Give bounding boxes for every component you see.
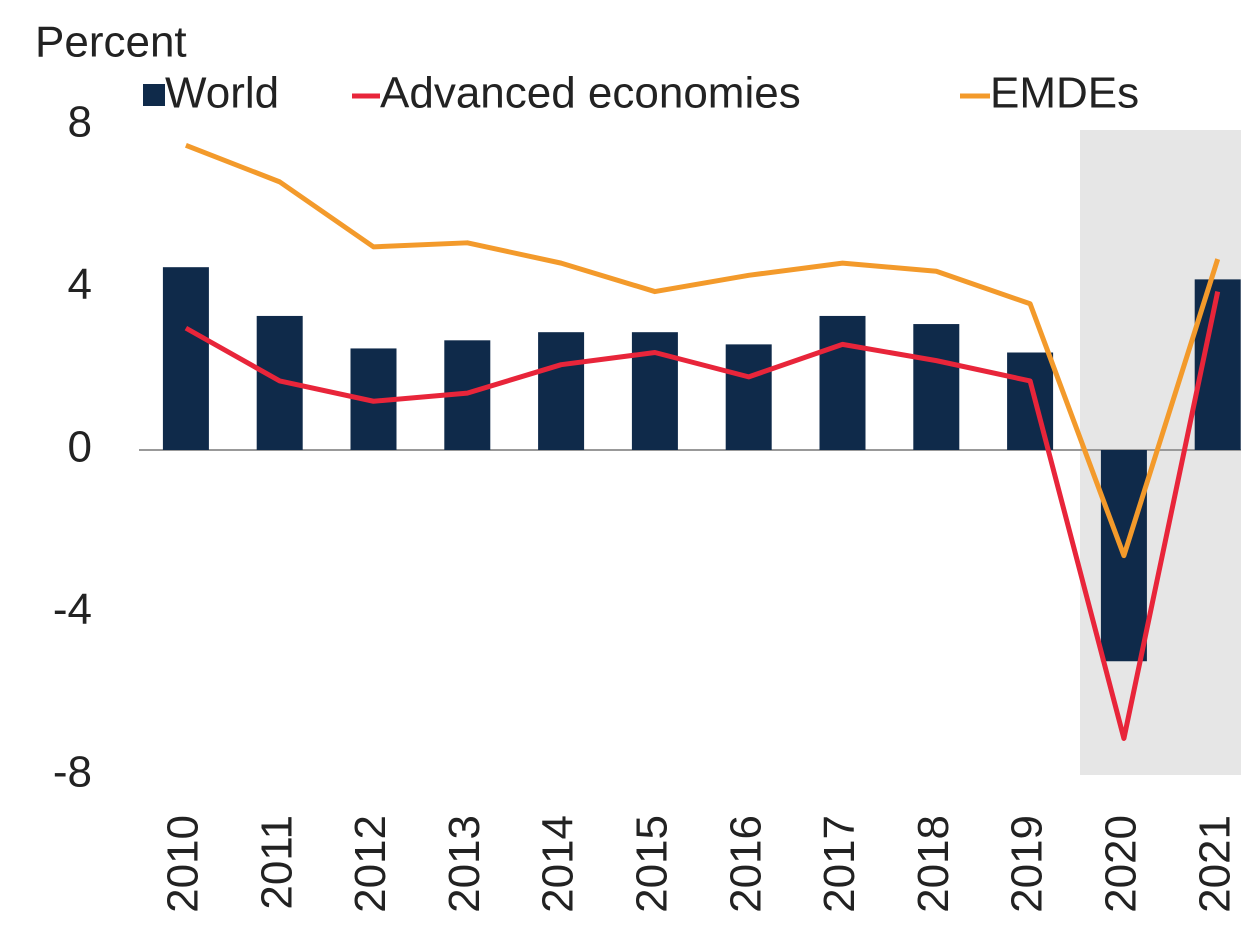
bar bbox=[631, 332, 678, 450]
legend-swatch bbox=[143, 84, 165, 106]
y-tick-label: -8 bbox=[53, 748, 92, 797]
x-tick-label: 2010 bbox=[159, 815, 208, 913]
y-tick-label: -4 bbox=[53, 585, 92, 634]
x-tick-label: 2021 bbox=[1190, 815, 1239, 913]
x-tick-label: 2015 bbox=[628, 815, 677, 913]
y-tick-label: 8 bbox=[68, 98, 92, 147]
x-tick-label: 2016 bbox=[721, 815, 770, 913]
line bbox=[184, 291, 1221, 741]
x-tick-label: 2018 bbox=[909, 815, 958, 913]
y-tick-label: 4 bbox=[68, 260, 92, 309]
x-tick-label: 2017 bbox=[815, 815, 864, 913]
legend-label: World bbox=[165, 69, 279, 118]
bar bbox=[538, 332, 585, 450]
legend-label: Advanced economies bbox=[380, 69, 801, 118]
bar bbox=[725, 344, 772, 450]
x-tick-label: 2011 bbox=[252, 815, 301, 910]
bar bbox=[162, 267, 209, 450]
x-tick-label: 2012 bbox=[346, 815, 395, 913]
y-tick-label: 0 bbox=[68, 423, 92, 472]
legend-label: EMDEs bbox=[990, 69, 1139, 118]
line bbox=[184, 142, 1221, 559]
x-tick-label: 2019 bbox=[1003, 815, 1052, 913]
bar bbox=[913, 324, 960, 450]
x-tick-label: 2014 bbox=[534, 815, 583, 913]
y-axis-label: Percent bbox=[35, 18, 187, 67]
x-tick-label: 2020 bbox=[1097, 815, 1146, 913]
x-tick-label: 2013 bbox=[440, 815, 489, 913]
bar bbox=[819, 315, 866, 450]
